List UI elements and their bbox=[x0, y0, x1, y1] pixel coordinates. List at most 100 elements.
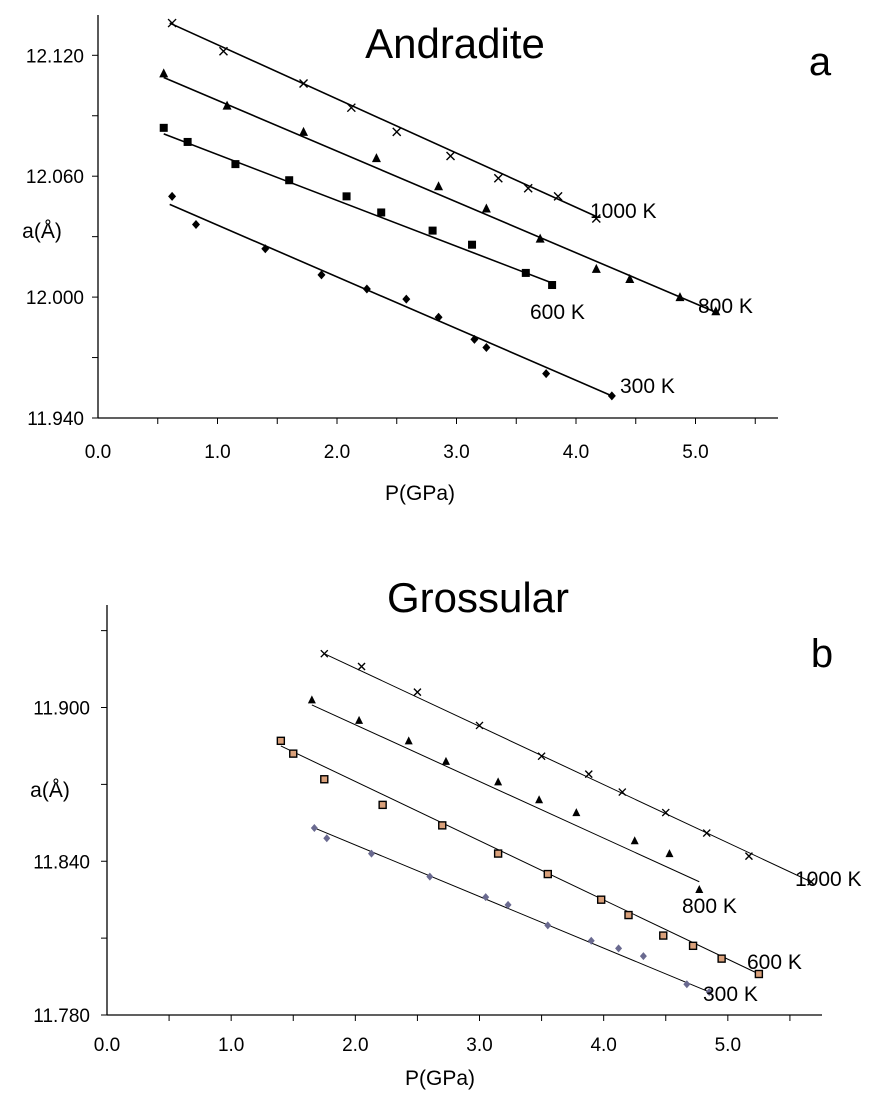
grossular-point-800k bbox=[404, 736, 413, 745]
grossular-fit-line-800k bbox=[311, 704, 700, 883]
grossular-point-300k bbox=[587, 936, 595, 945]
andradite-x-tick-label: 2.0 bbox=[324, 442, 350, 463]
grossular-point-800k bbox=[665, 849, 674, 858]
grossular-point-800k bbox=[355, 715, 364, 724]
grossular-point-300k bbox=[310, 823, 318, 832]
andradite-chart: Andradite a a(Å) P(GPa) 11.940 12.000 12.0… bbox=[22, 15, 832, 505]
grossular-point-600k bbox=[543, 869, 552, 879]
grossular-y-axis-label: a(Å) bbox=[30, 779, 70, 802]
andradite-point-300k bbox=[191, 220, 200, 230]
andradite-point-1000k bbox=[493, 173, 503, 183]
grossular-point-800k bbox=[572, 808, 581, 817]
andradite-series-labels: 1000 K 800 K 600 K 300 K bbox=[530, 200, 753, 398]
andradite-point-300k bbox=[317, 270, 326, 280]
grossular-series-label-800k: 800 K bbox=[682, 895, 737, 918]
andradite-point-1000k bbox=[591, 214, 601, 224]
andradite-x-tick-label: 4.0 bbox=[563, 442, 589, 463]
grossular-point-300k bbox=[504, 900, 512, 909]
grossular-x-tick-label: 1.0 bbox=[218, 1035, 244, 1056]
andradite-point-1000k bbox=[299, 79, 309, 89]
grossular-point-300k bbox=[615, 944, 623, 953]
andradite-point-800k bbox=[434, 181, 444, 191]
andradite-point-600k bbox=[183, 137, 192, 146]
grossular-point-600k bbox=[378, 800, 387, 810]
andradite-point-300k bbox=[542, 369, 551, 379]
andradite-point-300k bbox=[362, 284, 371, 294]
grossular-data-points bbox=[276, 649, 816, 996]
andradite-fit-lines bbox=[163, 22, 714, 397]
grossular-point-300k bbox=[367, 849, 375, 858]
grossular-point-1000k bbox=[537, 752, 546, 761]
andradite-point-800k bbox=[159, 68, 169, 78]
grossular-point-600k bbox=[659, 931, 668, 940]
andradite-series-label-600k: 600 K bbox=[530, 301, 585, 324]
andradite-point-600k bbox=[342, 192, 351, 201]
grossular-x-tick-label: 3.0 bbox=[466, 1035, 492, 1056]
grossular-series-label-300k: 300 K bbox=[703, 983, 758, 1006]
andradite-series-label-800k: 800 K bbox=[698, 295, 753, 318]
grossular-point-300k bbox=[544, 921, 552, 930]
grossular-y-tick-label: 11.780 bbox=[33, 1006, 90, 1027]
grossular-point-600k bbox=[493, 849, 503, 858]
andradite-point-1000k bbox=[392, 127, 402, 137]
grossular-point-1000k bbox=[807, 877, 816, 886]
grossular-point-1000k bbox=[584, 770, 593, 779]
grossular-point-1000k bbox=[357, 662, 366, 671]
andradite-point-300k bbox=[470, 334, 479, 344]
andradite-y-tick-label: 12.120 bbox=[26, 46, 84, 67]
andradite-point-300k bbox=[402, 294, 411, 304]
grossular-point-1000k bbox=[320, 649, 329, 658]
andradite-point-800k bbox=[222, 100, 232, 110]
andradite-fit-line-1000k bbox=[169, 22, 597, 218]
grossular-point-800k bbox=[441, 756, 450, 765]
grossular-point-600k bbox=[320, 775, 329, 784]
andradite-y-tick-label: 12.060 bbox=[26, 167, 84, 188]
grossular-chart: Grossular b a(Å) P(GPa) 11.780 11.840 11.9… bbox=[30, 574, 861, 1090]
andradite-point-1000k bbox=[218, 46, 228, 56]
grossular-point-600k bbox=[717, 954, 726, 963]
grossular-tick-labels: 11.780 11.840 11.900 0.0 1.0 2.0 3.0 4.0 5.0 bbox=[33, 699, 741, 1057]
grossular-point-300k bbox=[482, 893, 490, 902]
grossular-point-600k bbox=[438, 821, 447, 830]
andradite-point-800k bbox=[675, 292, 685, 302]
grossular-point-1000k bbox=[618, 788, 627, 797]
andradite-point-1000k bbox=[346, 103, 356, 113]
grossular-point-300k bbox=[639, 952, 647, 961]
grossular-title: Grossular bbox=[387, 574, 569, 621]
grossular-point-1000k bbox=[661, 808, 670, 817]
andradite-point-800k bbox=[625, 273, 635, 283]
grossular-x-tick-label: 0.0 bbox=[94, 1035, 120, 1056]
grossular-point-800k bbox=[307, 695, 316, 704]
grossular-x-axis-label: P(GPa) bbox=[405, 1067, 475, 1090]
grossular-y-tick-label: 11.900 bbox=[33, 699, 90, 720]
andradite-point-600k bbox=[548, 281, 557, 290]
grossular-series-label-1000k: 1000 K bbox=[795, 868, 862, 891]
grossular-point-600k bbox=[596, 895, 606, 904]
panel-b-label: b bbox=[811, 632, 833, 676]
andradite-fit-line-800k bbox=[163, 76, 714, 312]
grossular-point-1000k bbox=[475, 721, 484, 730]
andradite-point-1000k bbox=[167, 18, 177, 28]
grossular-fit-lines bbox=[280, 653, 812, 993]
andradite-point-600k bbox=[159, 123, 168, 132]
andradite-point-600k bbox=[428, 226, 437, 235]
andradite-x-tick-label: 5.0 bbox=[682, 442, 708, 463]
andradite-x-tick-label: 0.0 bbox=[85, 442, 111, 463]
andradite-x-tick-label: 3.0 bbox=[443, 442, 469, 463]
andradite-y-axis-label: a(Å) bbox=[22, 220, 62, 243]
grossular-y-tick-label: 11.840 bbox=[33, 852, 90, 873]
andradite-point-300k bbox=[482, 342, 491, 352]
grossular-point-600k bbox=[276, 736, 286, 746]
andradite-point-800k bbox=[535, 233, 545, 243]
andradite-title: Andradite bbox=[365, 20, 545, 67]
andradite-x-tick-label: 1.0 bbox=[204, 442, 230, 463]
andradite-point-800k bbox=[711, 306, 721, 316]
grossular-point-600k bbox=[754, 969, 764, 979]
grossular-point-1000k bbox=[413, 688, 422, 697]
grossular-series-labels: 1000 K 800 K 600 K 300 K bbox=[682, 868, 862, 1006]
andradite-point-300k bbox=[261, 244, 270, 254]
andradite-fit-line-300k bbox=[169, 203, 613, 397]
andradite-point-600k bbox=[468, 240, 477, 249]
grossular-x-tick-label: 2.0 bbox=[342, 1035, 368, 1056]
